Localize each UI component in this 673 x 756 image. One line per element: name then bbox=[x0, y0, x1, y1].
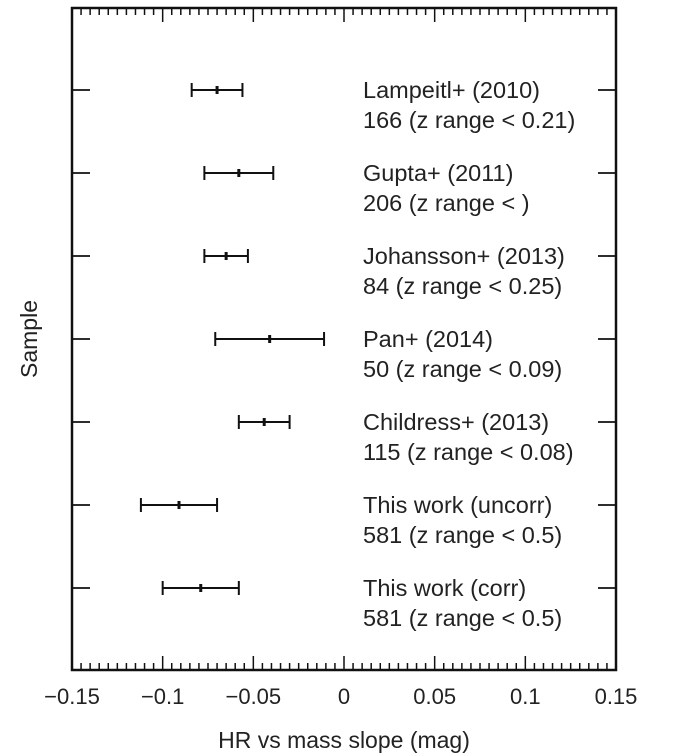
x-axis-title: HR vs mass slope (mag) bbox=[218, 727, 470, 753]
sample-label: Childress+ (2013) bbox=[363, 409, 549, 435]
sample-sublabel: 115 (z range < 0.08) bbox=[363, 439, 574, 465]
sample-sublabel: 581 (z range < 0.5) bbox=[363, 605, 562, 631]
x-tick-label: −0.05 bbox=[225, 684, 281, 709]
sample-row: Lampeitl+ (2010) 166 (z range < 0.21) bbox=[72, 77, 616, 133]
x-tick-label: 0.1 bbox=[510, 684, 541, 709]
sample-label: Pan+ (2014) bbox=[363, 326, 493, 352]
sample-label: Lampeitl+ (2010) bbox=[363, 77, 540, 103]
sample-row: Pan+ (2014) 50 (z range < 0.09) bbox=[72, 326, 616, 382]
x-tick-label: −0.1 bbox=[141, 684, 184, 709]
sample-row: This work (uncorr) 581 (z range < 0.5) bbox=[72, 492, 616, 548]
sample-label: This work (corr) bbox=[363, 575, 526, 601]
y-axis-title: Sample bbox=[16, 300, 42, 378]
sample-sublabel: 166 (z range < 0.21) bbox=[363, 107, 575, 133]
x-tick-label: 0.05 bbox=[413, 684, 456, 709]
sample-row: Childress+ (2013) 115 (z range < 0.08) bbox=[72, 409, 616, 465]
x-tick-labels: −0.15 −0.1 −0.05 0 0.05 0.1 0.15 bbox=[44, 684, 637, 709]
sample-label: Gupta+ (2011) bbox=[363, 160, 513, 186]
tick-marks bbox=[71, 8, 617, 670]
sample-row: Johansson+ (2013) 84 (z range < 0.25) bbox=[72, 243, 616, 299]
sample-sublabel: 206 (z range < ) bbox=[363, 190, 530, 216]
sample-sublabel: 581 (z range < 0.5) bbox=[363, 522, 562, 548]
sample-label: This work (uncorr) bbox=[363, 492, 552, 518]
sample-sublabel: 50 (z range < 0.09) bbox=[363, 356, 562, 382]
sample-row: This work (corr) 581 (z range < 0.5) bbox=[72, 575, 616, 631]
sample-sublabel: 84 (z range < 0.25) bbox=[363, 273, 562, 299]
x-tick-label: 0 bbox=[338, 684, 350, 709]
sample-row: Gupta+ (2011) 206 (z range < ) bbox=[72, 160, 616, 216]
sample-rows: Lampeitl+ (2010) 166 (z range < 0.21) Gupt… bbox=[72, 77, 616, 631]
x-tick-label: −0.15 bbox=[44, 684, 100, 709]
x-tick-label: 0.15 bbox=[595, 684, 638, 709]
sample-label: Johansson+ (2013) bbox=[363, 243, 565, 269]
